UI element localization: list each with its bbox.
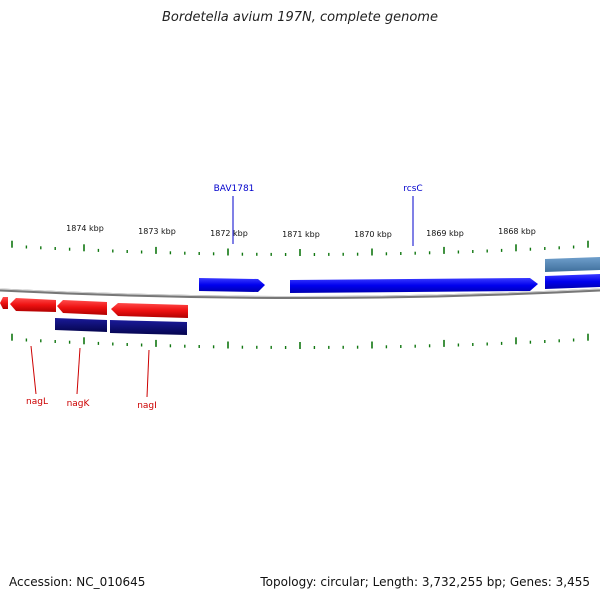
gene-nagl[interactable] — [10, 298, 56, 312]
gene-label-nagi: nagI — [137, 401, 157, 411]
gene-forward-edge[interactable] — [545, 274, 600, 289]
scale-label: 1871 kbp — [282, 230, 320, 239]
gene-bav1781[interactable] — [199, 278, 265, 292]
scale-label: 1870 kbp — [354, 230, 392, 239]
leader-line — [146, 349, 150, 398]
genome-backbone-highlight — [0, 288, 600, 297]
genome-backbone — [0, 288, 600, 299]
genome-info-text: Topology: circular; Length: 3,732,255 bp… — [260, 575, 590, 589]
gene-reverse-inner-2[interactable] — [110, 320, 187, 335]
gene-label-bav1781: BAV1781 — [214, 184, 255, 194]
leader-line — [30, 345, 37, 395]
gene-forward-edge-light[interactable] — [545, 257, 600, 272]
leader-line — [76, 347, 81, 395]
map-title: Bordetella avium 197N, complete genome — [162, 10, 438, 25]
scale-ticks-inner — [11, 333, 589, 349]
gene-reverse-edge[interactable] — [0, 297, 8, 309]
gene-labels: BAV1781 rcsC nagL nagK nagI — [26, 184, 423, 411]
reverse-genes — [0, 297, 188, 335]
gene-rcsc[interactable] — [290, 278, 538, 293]
forward-genes — [199, 257, 600, 293]
gene-label-nagk: nagK — [67, 399, 91, 409]
scale-label: 1872 kbp — [210, 229, 248, 238]
scale-label: 1869 kbp — [426, 229, 464, 238]
gene-nagi[interactable] — [111, 303, 188, 318]
scale-ticks-outer — [11, 240, 589, 256]
gene-label-rcsc: rcsC — [403, 184, 422, 194]
gene-label-nagl: nagL — [26, 397, 48, 407]
scale-label: 1874 kbp — [66, 224, 104, 233]
scale-label: 1868 kbp — [498, 227, 536, 236]
gene-reverse-inner-1[interactable] — [55, 318, 107, 332]
scale-label: 1873 kbp — [138, 227, 176, 236]
gene-nagk[interactable] — [57, 300, 107, 315]
accession-text: Accession: NC_010645 — [9, 575, 146, 589]
scale-labels: 1874 kbp 1873 kbp 1872 kbp 1871 kbp 1870… — [66, 224, 536, 239]
